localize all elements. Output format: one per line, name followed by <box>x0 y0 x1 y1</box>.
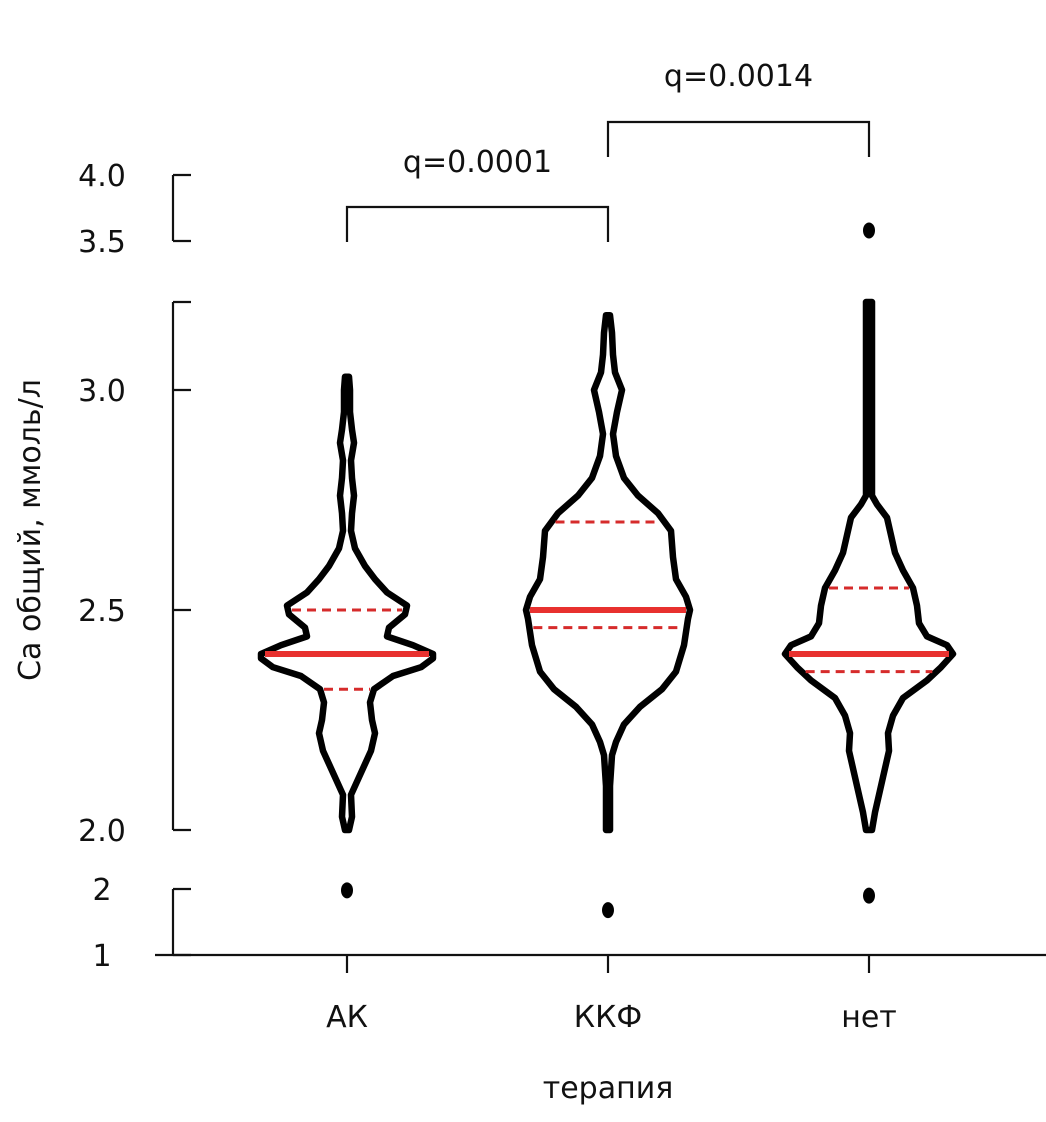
x-tick-label: АК <box>326 1000 368 1035</box>
outlier-point <box>602 902 614 919</box>
outlier-point <box>863 222 875 239</box>
x-axis-label: терапия <box>543 1071 674 1106</box>
y-tick-label: 4.0 <box>78 159 126 194</box>
y-tick-label: 3.0 <box>78 374 126 409</box>
violins <box>257 222 957 919</box>
annotations: q=0.0001 q=0.0014 <box>345 59 871 242</box>
significance-bracket <box>345 205 610 242</box>
violin-ККФ <box>522 311 694 834</box>
outlier-point <box>863 887 875 904</box>
significance-label: q=0.0014 <box>664 59 813 94</box>
violin-нет <box>781 298 957 834</box>
violin-АК <box>257 373 437 834</box>
y-tick-label: 2.5 <box>78 594 126 629</box>
significance-bracket <box>606 120 871 157</box>
significance-label: q=0.0001 <box>403 145 552 180</box>
y-tick-label: 3.5 <box>78 225 126 260</box>
y-axis-label: Ca общий, ммоль/л <box>13 379 48 681</box>
x-tick-label: нет <box>841 1000 897 1035</box>
x-tick-label: ККФ <box>574 1000 642 1035</box>
y-tick-label: 2 <box>92 873 111 908</box>
outlier-point <box>341 882 353 899</box>
axes: 2.0 2.5 3.0 3.5 4.0 1 2 АК ККФ нет <box>78 159 1046 1035</box>
y-tick-label: 2.0 <box>78 814 126 849</box>
y-tick-label: 1 <box>92 939 111 974</box>
